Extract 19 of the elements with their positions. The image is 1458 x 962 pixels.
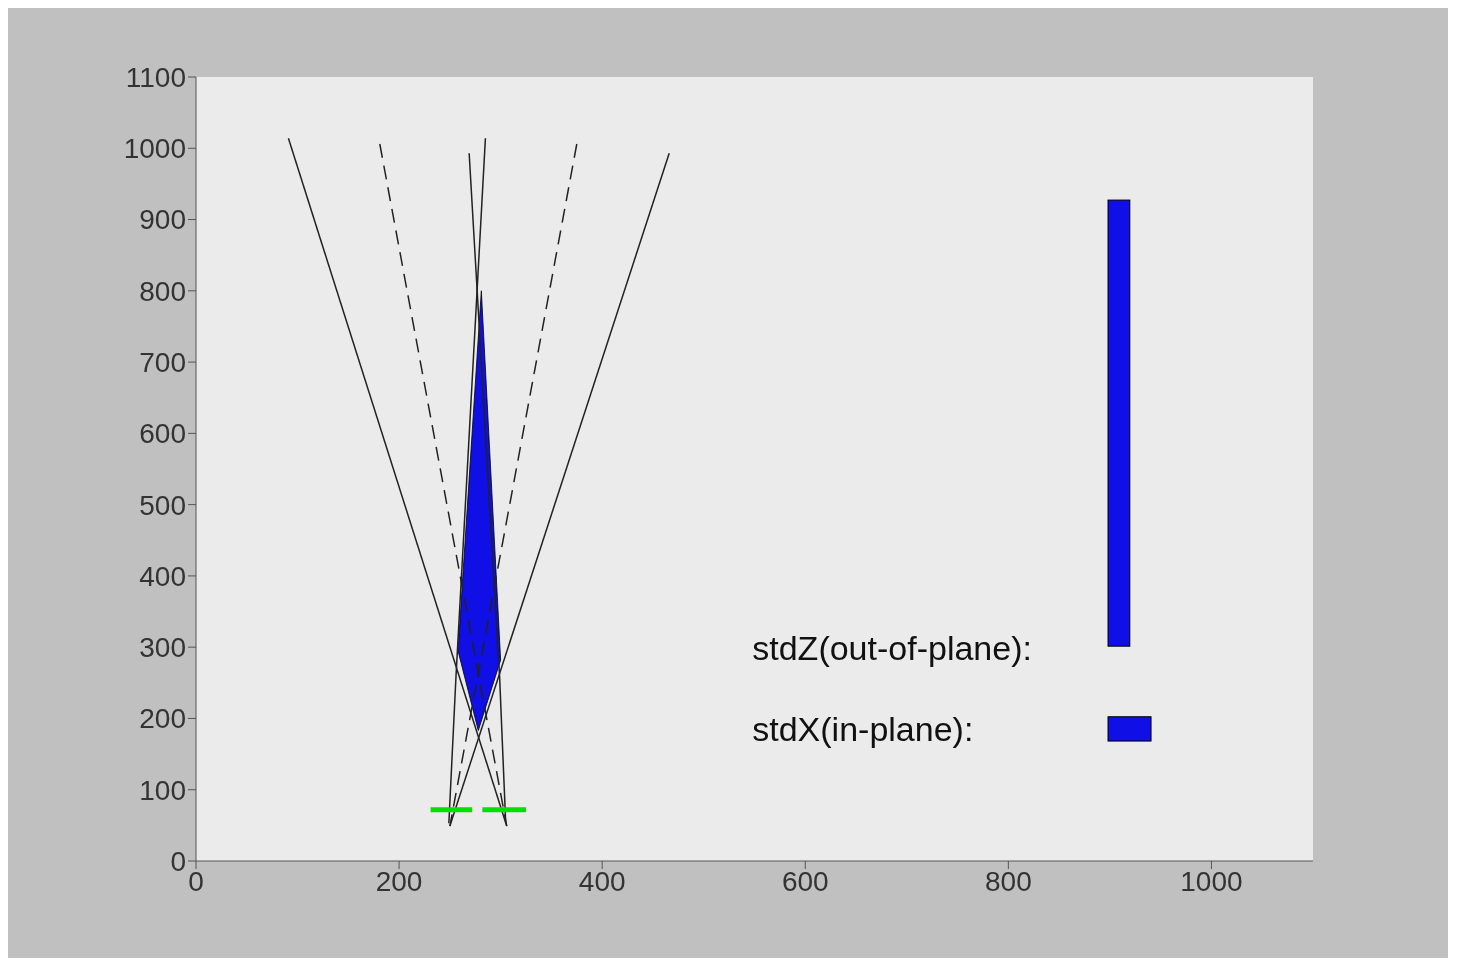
y-tick-label: 400 — [139, 560, 186, 592]
y-tick-label: 700 — [139, 347, 186, 379]
x-tick-label: 200 — [375, 865, 423, 897]
annotation: stdX(in-plane): — [752, 710, 974, 749]
y-tick-label: 100 — [139, 774, 186, 806]
x-tick-label: 1000 — [1180, 865, 1243, 897]
x-tick-label: 400 — [578, 865, 626, 897]
x-tick-label: 800 — [985, 865, 1032, 897]
y-tick-label: 1000 — [123, 133, 186, 165]
y-tick-label: 200 — [139, 703, 186, 735]
y-tick-label: 900 — [139, 204, 186, 236]
x-tick-label: 600 — [781, 865, 829, 897]
y-tick-label: 600 — [139, 418, 186, 450]
y-tick-label: 1100 — [125, 61, 186, 93]
y-tick-label: 300 — [139, 632, 186, 664]
annotation: stdZ(out-of-plane): — [752, 628, 1032, 667]
y-tick-label: 500 — [139, 489, 186, 521]
y-tick-label: 800 — [139, 275, 186, 307]
y-tick-label: 0 — [170, 845, 186, 877]
